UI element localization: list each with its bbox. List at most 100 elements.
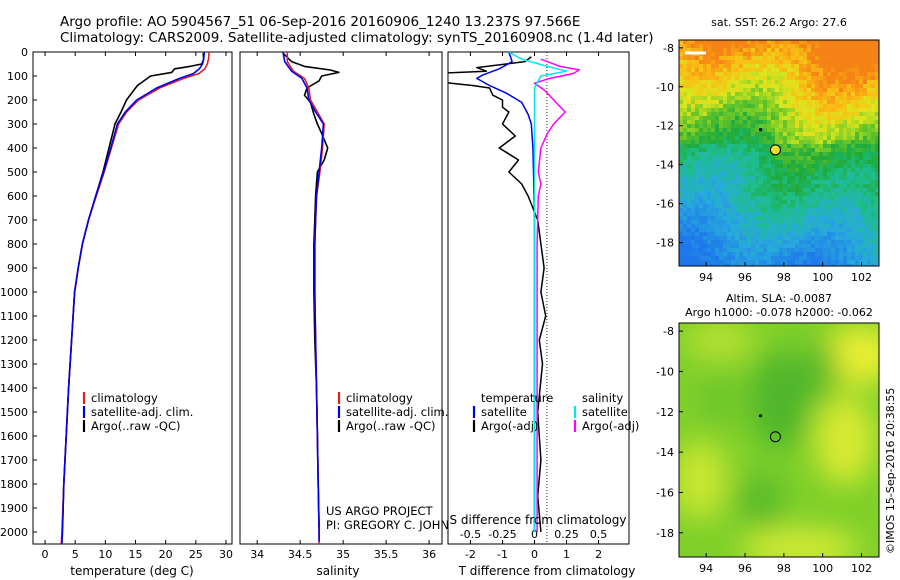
sst-cell xyxy=(851,200,856,205)
sst-cell xyxy=(799,252,804,257)
sst-cell xyxy=(735,208,740,213)
sst-cell xyxy=(691,256,696,261)
sst-cell xyxy=(739,256,744,261)
sst-cell xyxy=(707,192,712,197)
sst-cell xyxy=(871,44,876,49)
sst-cell xyxy=(871,252,876,257)
sst-cell xyxy=(823,212,828,217)
sst-cell xyxy=(843,52,848,57)
sst-cell xyxy=(787,220,792,225)
sst-cell xyxy=(767,260,772,265)
sst-cell xyxy=(847,124,852,129)
sst-cell xyxy=(743,68,748,73)
sst-cell xyxy=(707,108,712,113)
sst-cell xyxy=(755,56,760,61)
sst-cell xyxy=(691,92,696,97)
sst-cell xyxy=(779,152,784,157)
sst-cell xyxy=(739,92,744,97)
sst-cell xyxy=(799,136,804,141)
sst-cell xyxy=(827,112,832,117)
sst-cell xyxy=(759,44,764,49)
sst-cell xyxy=(787,248,792,253)
sst-cell xyxy=(751,220,756,225)
sst-cell xyxy=(767,60,772,65)
sst-cell xyxy=(843,240,848,245)
sst-cell xyxy=(819,244,824,249)
sst-cell xyxy=(855,176,860,181)
x-tick-label: -2 xyxy=(465,548,476,561)
sst-cell xyxy=(803,228,808,233)
sst-cell xyxy=(687,100,692,105)
sst-cell xyxy=(811,144,816,149)
sst-cell xyxy=(731,88,736,93)
sst-cell xyxy=(779,264,784,266)
sst-cell xyxy=(775,200,780,205)
sst-cell xyxy=(815,40,820,45)
sst-cell xyxy=(815,116,820,121)
sst-cell xyxy=(831,80,836,85)
sst-heatmap xyxy=(679,40,879,266)
sst-cell xyxy=(699,196,704,201)
sst-cell xyxy=(739,236,744,241)
sst-cell xyxy=(827,256,832,261)
sst-cell xyxy=(691,44,696,49)
sst-cell xyxy=(875,208,879,213)
sst-cell xyxy=(835,192,840,197)
sst-cell xyxy=(767,48,772,53)
sst-cell xyxy=(839,156,844,161)
sst-cell xyxy=(855,220,860,225)
depth-tick-label: 1900 xyxy=(0,502,28,515)
sst-cell xyxy=(775,84,780,89)
sst-cell xyxy=(843,116,848,121)
sst-cell xyxy=(763,204,768,209)
sst-cell xyxy=(735,120,740,125)
sst-cell xyxy=(755,184,760,189)
sst-cell xyxy=(699,100,704,105)
sst-cell xyxy=(763,240,768,245)
sst-cell xyxy=(831,160,836,165)
sst-cell xyxy=(695,140,700,145)
sst-cell xyxy=(819,248,824,253)
sst-cell xyxy=(719,120,724,125)
sst-cell xyxy=(815,60,820,65)
sst-cell xyxy=(863,144,868,149)
sst-cell xyxy=(843,40,848,45)
sst-cell xyxy=(787,168,792,173)
sst-cell xyxy=(723,212,728,217)
sst-cell xyxy=(715,132,720,137)
sst-cell xyxy=(755,40,760,45)
sst-cell xyxy=(687,184,692,189)
sst-cell xyxy=(723,88,728,93)
sst-cell xyxy=(747,236,752,241)
sst-cell xyxy=(703,200,708,205)
sst-cell xyxy=(735,100,740,105)
sst-cell xyxy=(731,192,736,197)
sst-cell xyxy=(843,100,848,105)
sst-cell xyxy=(831,244,836,249)
sst-cell xyxy=(711,132,716,137)
sst-cell xyxy=(691,64,696,69)
sst-cell xyxy=(783,68,788,73)
sst-cell xyxy=(727,248,732,253)
sst-cell xyxy=(835,244,840,249)
sst-cell xyxy=(871,236,876,241)
sst-cell xyxy=(807,152,812,157)
sst-cell xyxy=(867,188,872,193)
sst-cell xyxy=(863,140,868,145)
sst-cell xyxy=(815,232,820,237)
sst-cell xyxy=(783,160,788,165)
sst-cell xyxy=(823,252,828,257)
sst-cell xyxy=(735,64,740,69)
sst-cell xyxy=(711,236,716,241)
sst-cell xyxy=(807,188,812,193)
sst-cell xyxy=(871,60,876,65)
sst-cell xyxy=(843,72,848,77)
sst-cell xyxy=(759,220,764,225)
sst-cell xyxy=(715,148,720,153)
sst-cell xyxy=(815,236,820,241)
sst-cell xyxy=(743,52,748,57)
sst-cell xyxy=(751,260,756,265)
sst-cell xyxy=(723,248,728,253)
sst-cell xyxy=(843,124,848,129)
sst-cell xyxy=(843,192,848,197)
